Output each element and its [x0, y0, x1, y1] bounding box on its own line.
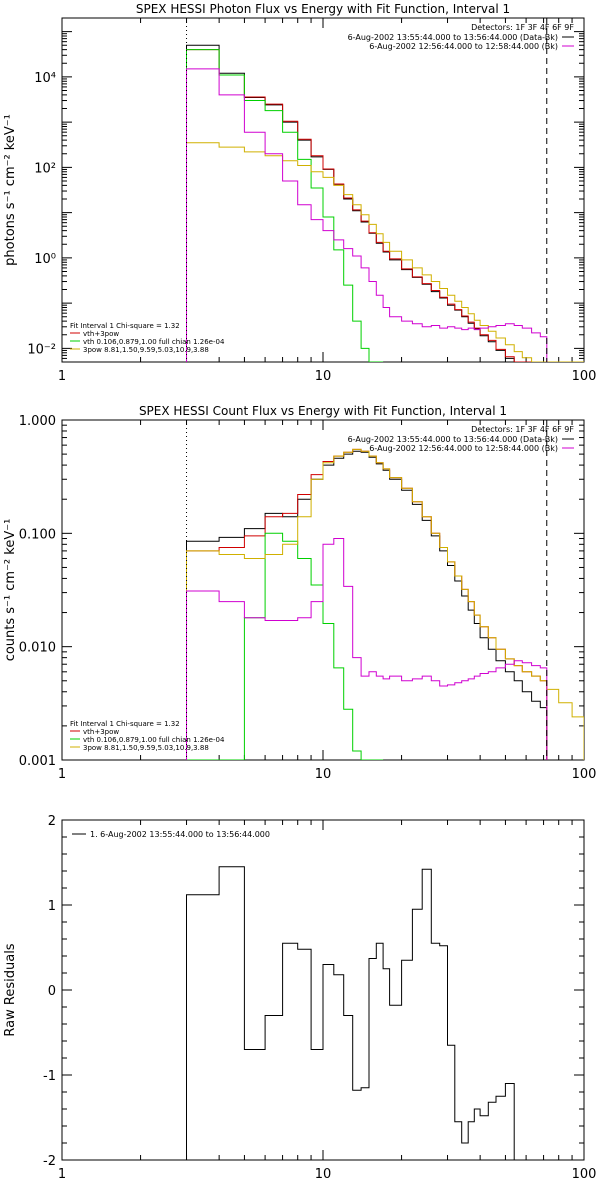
- legend-entry: 6-Aug-2002 13:55:44.000 to 13:56:44.000 …: [348, 33, 558, 42]
- series-bk: [186, 538, 548, 760]
- y-tick-label: 0.010: [19, 641, 56, 656]
- legend-entry: 3pow 8.81,1.50,9.59,5.03,10.9,3.88: [83, 744, 209, 752]
- x-tick-label: 10: [315, 767, 332, 782]
- legend-header: Detectors: 1F 3F 4F 6F 9F: [471, 425, 574, 434]
- y-tick-label: 1: [48, 899, 56, 914]
- legend-header: Fit Interval 1 Chi-square = 1.32: [70, 322, 180, 330]
- series-data-bk: [186, 44, 547, 362]
- legend-entry: 6-Aug-2002 12:56:44.000 to 12:58:44.000 …: [369, 444, 558, 453]
- y-axis-label: photons s⁻¹ cm⁻² keV⁻¹: [3, 114, 18, 266]
- legend-entry: 1. 6-Aug-2002 13:55:44.000 to 13:56:44.0…: [90, 830, 270, 839]
- x-tick-label: 10: [315, 369, 332, 384]
- x-tick-label: 1: [58, 767, 66, 782]
- x-tick-label: 100: [572, 767, 597, 782]
- x-tick-label: 1: [58, 1167, 66, 1182]
- x-tick-label: 100: [572, 369, 597, 384]
- series-vth: [186, 49, 384, 362]
- chart-title: SPEX HESSI Count Flux vs Energy with Fit…: [139, 404, 507, 418]
- y-tick-label: 0: [48, 984, 56, 999]
- chart-title: SPEX HESSI Photon Flux vs Energy with Fi…: [136, 2, 510, 16]
- y-tick-label: -2: [43, 1154, 56, 1169]
- residuals-panel: 1 10 100 -2 -1 0 1 2 Raw Residuals 1. 6-Aug-2002 …: [3, 814, 596, 1182]
- series-1-6-aug-2002-13-55-44-000-to-1: [186, 866, 547, 1160]
- y-tick-label: 10⁻²: [27, 342, 56, 357]
- legend-entry: 6-Aug-2002 12:56:44.000 to 12:58:44.000 …: [369, 42, 558, 51]
- series-data-bk: [186, 450, 548, 760]
- y-axis-label: counts s⁻¹ cm⁻² keV⁻¹: [3, 519, 18, 662]
- legend-entry: vth+3pow: [83, 330, 119, 338]
- y-tick-label: 10⁴: [34, 71, 56, 86]
- x-tick-label: 100: [572, 1167, 597, 1182]
- y-tick-label: 0.100: [19, 527, 56, 542]
- legend-header: Fit Interval 1 Chi-square = 1.32: [70, 720, 180, 728]
- legend-entry: vth+3pow: [83, 728, 119, 736]
- plot-area: [186, 866, 547, 1160]
- x-tick-label: 10: [315, 1167, 332, 1182]
- legend-entry: vth 0.106,0.879,1.00 full chian 1.26e-04: [83, 736, 225, 744]
- y-tick-label: 2: [48, 814, 56, 829]
- legend-entry: vth 0.106,0.879,1.00 full chian 1.26e-04: [83, 338, 225, 346]
- y-tick-label: -1: [43, 1069, 56, 1084]
- plot-area: [186, 44, 584, 362]
- legend-entry: 3pow 8.81,1.50,9.59,5.03,10.9,3.88: [83, 346, 209, 354]
- count-flux-panel: 1 10 100 0.001 0.010 0.100 1.000 SPEX HESSI Cou…: [3, 404, 596, 782]
- legend-entry: 6-Aug-2002 13:55:44.000 to 13:56:44.000 …: [348, 435, 558, 444]
- series-3pow: [186, 142, 584, 362]
- series-vth-3pow: [186, 49, 547, 362]
- y-tick-label: 10²: [34, 161, 56, 176]
- x-tick-label: 1: [58, 369, 66, 384]
- legend-header: Detectors: 1F 3F 4F 6F 9F: [471, 23, 574, 32]
- y-tick-label: 0.001: [19, 754, 56, 769]
- y-tick-label: 1.000: [19, 414, 56, 429]
- series-3pow: [186, 448, 584, 760]
- series-vth-3pow: [186, 448, 548, 760]
- y-tick-label: 10⁰: [34, 252, 56, 267]
- series-bk: [186, 68, 548, 362]
- plot-area: [186, 448, 584, 760]
- series-vth: [186, 532, 384, 760]
- y-axis-label: Raw Residuals: [3, 943, 18, 1036]
